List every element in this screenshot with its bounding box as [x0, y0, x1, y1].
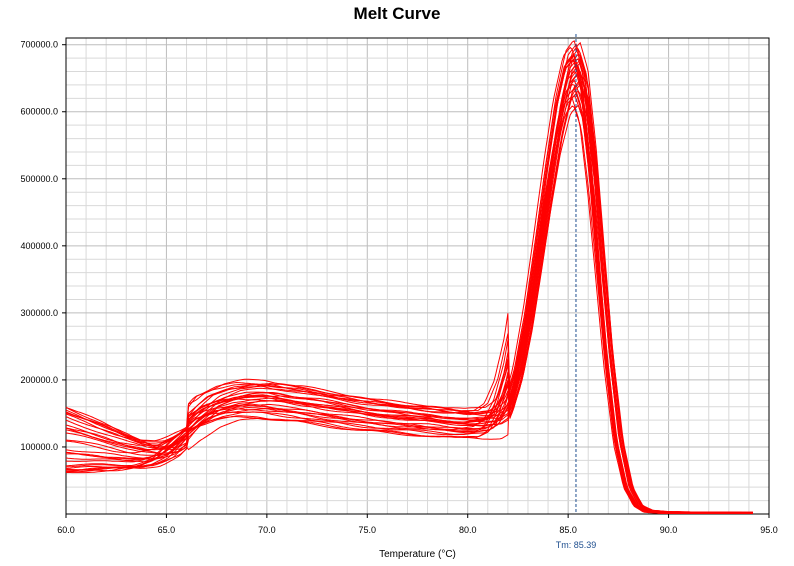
melt-curve-series: [66, 94, 753, 514]
melt-curve-series: [65, 41, 753, 514]
melt-curve-series: [66, 53, 753, 514]
x-axis-label: Temperature (°C): [379, 549, 456, 560]
melt-curve-series: [66, 90, 753, 514]
y-tick-label: 700000.0: [20, 40, 58, 50]
y-axis-ticks: 100000.0 200000.0 300000.0 400000.0 500000.0…: [20, 40, 66, 452]
x-tick-label: 70.0: [258, 525, 276, 535]
x-tick-label: 65.0: [158, 525, 176, 535]
x-tick-label: 90.0: [660, 525, 678, 535]
melt-curve-series: [66, 54, 753, 514]
y-tick-label: 200000.0: [20, 375, 58, 385]
y-tick-label: 600000.0: [20, 107, 58, 117]
melt-curve-series: [65, 104, 753, 514]
x-tick-label: 95.0: [760, 525, 778, 535]
x-tick-label: 75.0: [359, 525, 377, 535]
y-tick-label: 500000.0: [20, 174, 58, 184]
y-tick-label: 300000.0: [20, 308, 58, 318]
x-tick-label: 80.0: [459, 525, 477, 535]
plot-frame: [65, 37, 770, 515]
melt-curve-series: [66, 55, 753, 514]
y-tick-label: 100000.0: [20, 442, 58, 452]
melt-curve-series: [65, 46, 753, 514]
melt-curve-series: [65, 48, 753, 514]
grid-layer: [65, 38, 770, 514]
x-tick-label: 60.0: [57, 525, 75, 535]
curves-layer: [65, 40, 753, 515]
melt-curve-series: [65, 97, 753, 514]
x-tick-label: 85.0: [559, 525, 577, 535]
chart-title: Melt Curve: [353, 4, 441, 23]
y-tick-label: 400000.0: [20, 241, 58, 251]
melt-curve-series: [65, 61, 753, 514]
tm-marker-label: Tm: 85.39: [556, 540, 597, 550]
x-axis-ticks: 60.0 65.0 70.0 75.0 80.0 85.0 90.0 95.0: [57, 514, 778, 535]
